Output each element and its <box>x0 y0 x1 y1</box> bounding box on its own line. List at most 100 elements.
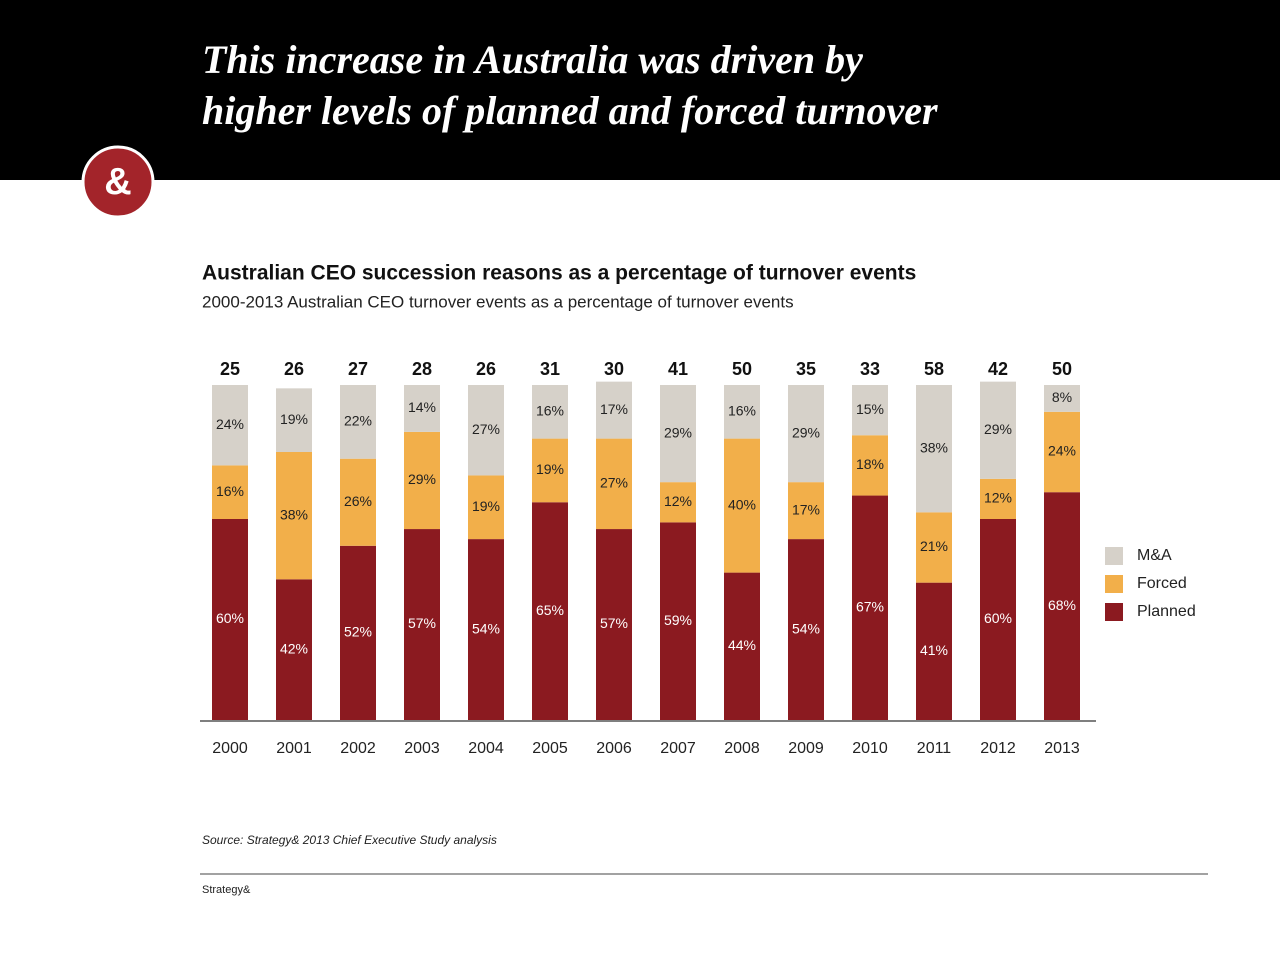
total-label: 35 <box>796 359 816 379</box>
value-label: 52% <box>344 624 372 640</box>
bar-segment <box>852 435 888 496</box>
bar-segment <box>212 385 248 466</box>
x-tick-label: 2009 <box>788 740 824 757</box>
x-tick-label: 2013 <box>1044 740 1080 757</box>
source-note: Source: Strategy& 2013 Chief Executive S… <box>202 833 497 847</box>
value-label: 57% <box>600 615 628 631</box>
value-label: 16% <box>216 483 244 499</box>
value-label: 44% <box>728 637 756 653</box>
total-label: 33 <box>860 359 880 379</box>
bar-segment <box>1044 492 1080 720</box>
bar-segment <box>468 539 504 720</box>
bar-segment <box>852 385 888 436</box>
value-label: 24% <box>216 416 244 432</box>
value-label: 59% <box>664 612 692 628</box>
bar-segment <box>276 579 312 720</box>
bar-segment <box>404 431 440 530</box>
value-label: 19% <box>472 498 500 514</box>
bar-segment <box>660 482 696 523</box>
value-label: 38% <box>920 439 948 455</box>
value-label: 26% <box>344 493 372 509</box>
total-label: 31 <box>540 359 560 379</box>
bar-segment <box>980 478 1016 519</box>
value-label: 42% <box>280 640 308 656</box>
value-label: 29% <box>408 471 436 487</box>
bar-segment <box>468 385 504 476</box>
x-tick-label: 2010 <box>852 740 888 757</box>
total-label: 28 <box>412 359 432 379</box>
bar-segment <box>468 475 504 540</box>
bar-segment <box>532 438 568 503</box>
legend-swatch <box>1105 547 1123 565</box>
value-label: 40% <box>728 496 756 512</box>
bar-segment <box>980 519 1016 720</box>
value-label: 38% <box>280 506 308 522</box>
value-label: 54% <box>472 620 500 636</box>
bar-segment <box>340 385 376 459</box>
legend-swatch <box>1105 575 1123 593</box>
bar-segment <box>404 529 440 720</box>
bar-segment <box>788 539 824 720</box>
legend-swatch <box>1105 603 1123 621</box>
value-label: 14% <box>408 399 436 415</box>
x-tick-label: 2003 <box>404 740 440 757</box>
bar-segment <box>660 385 696 483</box>
logo-text: & <box>104 161 131 203</box>
bar-segment <box>404 385 440 432</box>
value-label: 54% <box>792 620 820 636</box>
bar-segment <box>852 495 888 720</box>
value-label: 8% <box>1052 389 1072 405</box>
logo <box>81 145 155 219</box>
brand: Strategy& <box>202 884 251 896</box>
bar-segment <box>340 545 376 720</box>
value-label: 27% <box>472 421 500 437</box>
value-label: 68% <box>1048 597 1076 613</box>
value-label: 60% <box>984 610 1012 626</box>
value-label: 17% <box>792 501 820 517</box>
value-label: 65% <box>536 602 564 618</box>
x-tick-label: 2004 <box>468 740 504 757</box>
x-tick-label: 2011 <box>917 740 952 757</box>
bar-segment <box>724 438 760 573</box>
value-label: 24% <box>1048 443 1076 459</box>
legend-label: Planned <box>1137 603 1196 620</box>
bar-segment <box>212 465 248 519</box>
bar-segment <box>532 385 568 439</box>
value-label: 60% <box>216 610 244 626</box>
value-label: 17% <box>600 401 628 417</box>
x-tick-label: 2000 <box>212 740 248 757</box>
value-label: 16% <box>536 403 564 419</box>
bar-segment <box>980 381 1016 479</box>
x-tick-label: 2002 <box>340 740 376 757</box>
bar-segment <box>596 381 632 439</box>
slide-title: higher levels of planned and forced turn… <box>202 88 938 133</box>
total-label: 50 <box>732 359 752 379</box>
slide-title: This increase in Australia was driven by <box>202 37 863 82</box>
header-band <box>0 0 1280 180</box>
bar-segment <box>724 572 760 720</box>
value-label: 22% <box>344 413 372 429</box>
total-label: 26 <box>284 359 304 379</box>
value-label: 29% <box>984 421 1012 437</box>
bar-segment <box>916 385 952 513</box>
bar-segment <box>276 452 312 580</box>
legend-label: Forced <box>1137 575 1187 592</box>
bar-segment <box>1044 385 1080 412</box>
bar-segment <box>276 388 312 452</box>
value-label: 57% <box>408 615 436 631</box>
total-label: 30 <box>604 359 624 379</box>
x-tick-label: 2012 <box>980 740 1016 757</box>
value-label: 67% <box>856 598 884 614</box>
total-label: 58 <box>924 359 944 379</box>
chart-subtitle: 2000-2013 Australian CEO turnover events… <box>202 292 794 311</box>
bar-segment <box>212 519 248 720</box>
value-label: 19% <box>280 411 308 427</box>
total-label: 50 <box>1052 359 1072 379</box>
bar-segment <box>724 385 760 439</box>
bar-segment <box>788 482 824 540</box>
value-label: 29% <box>664 424 692 440</box>
value-label: 29% <box>792 424 820 440</box>
value-label: 12% <box>984 490 1012 506</box>
bar-segment <box>1044 411 1080 493</box>
